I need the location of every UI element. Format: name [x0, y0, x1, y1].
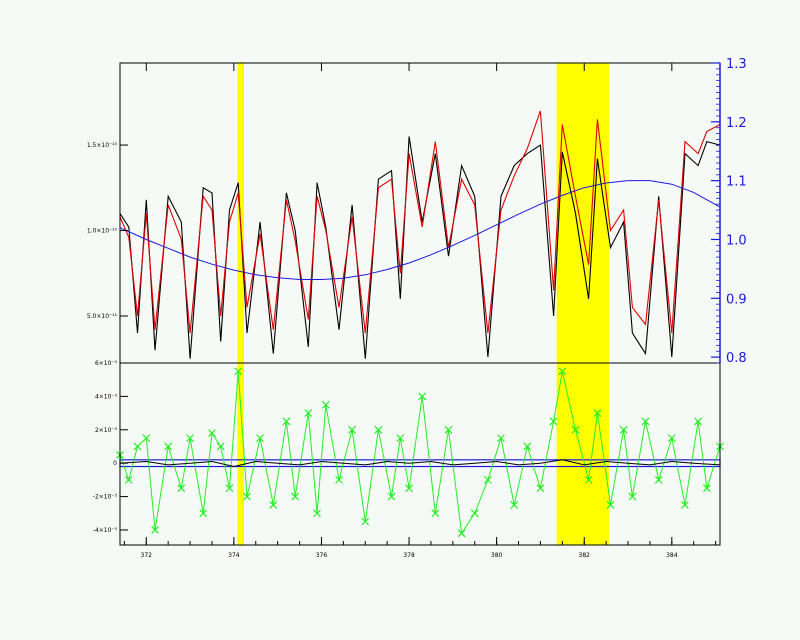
residual-point — [313, 509, 322, 518]
residual-point — [536, 484, 545, 493]
x-tick-label: 384 — [666, 552, 678, 559]
bottom-y-tick-label: -4×10⁻⁵ — [93, 527, 118, 534]
residual-point — [654, 475, 663, 484]
residual-point — [641, 417, 650, 426]
top-series-line-2 — [119, 110, 721, 334]
residual-point — [431, 509, 440, 518]
residual-point — [321, 400, 330, 409]
residual-point — [304, 409, 313, 418]
residual-point — [606, 501, 615, 509]
bottom-y-tick-label: 4×10⁻⁵ — [95, 393, 118, 400]
residual-point — [396, 434, 405, 443]
x-tick-label: 372 — [141, 552, 153, 559]
residual-point — [282, 417, 291, 426]
right-y-tick-label: 0.8 — [726, 351, 747, 366]
residual-point — [667, 434, 676, 443]
residual-point — [497, 434, 505, 443]
residual-point — [549, 417, 558, 426]
residual-model-line — [119, 459, 721, 468]
residual-point — [291, 492, 300, 501]
x-tick-label: 380 — [491, 552, 503, 559]
bottom-y-tick-label: 0 — [113, 460, 117, 467]
residual-point — [457, 529, 466, 538]
bottom-y-tick-label: -2×10⁻⁵ — [93, 494, 118, 501]
residual-point — [164, 442, 173, 451]
residual-point — [177, 484, 186, 493]
residual-point — [361, 517, 370, 526]
top-series-line-3 — [119, 180, 721, 280]
residual-point — [702, 484, 711, 493]
top-y-tick-label: 5.0×10⁻¹¹ — [87, 313, 118, 320]
top-y-tick-label: 1.5×10⁻¹⁰ — [87, 142, 118, 149]
residual-point — [199, 509, 208, 518]
residual-point — [558, 367, 567, 376]
residual-point — [335, 475, 343, 484]
bottom-y-tick-label: 6×10⁻⁵ — [95, 360, 118, 367]
residual-point — [523, 442, 532, 451]
residual-point — [470, 509, 479, 518]
residual-point — [387, 492, 396, 501]
residual-point — [216, 442, 225, 451]
residual-point — [269, 501, 278, 509]
residual-point — [483, 475, 492, 484]
residual-point — [142, 434, 151, 443]
right-y-tick-label: 1.1 — [726, 175, 747, 190]
right-y-tick-label: 1.0 — [726, 233, 747, 248]
residual-point — [151, 526, 159, 534]
x-tick-label: 378 — [403, 552, 415, 559]
residual-point — [593, 409, 602, 418]
residual-point — [681, 501, 689, 509]
residual-point — [225, 484, 234, 493]
highlight-band-bottom-2 — [556, 363, 610, 545]
bottom-y-tick-label: 2×10⁻⁵ — [95, 427, 118, 434]
residual-point — [444, 425, 453, 434]
residual-point — [628, 492, 637, 501]
x-tick-label: 376 — [316, 552, 328, 559]
right-y-tick-label: 1.2 — [726, 116, 747, 131]
highlight-band-top-1 — [237, 63, 244, 363]
residual-point — [243, 492, 251, 501]
x-tick-label: 374 — [228, 552, 240, 559]
highlight-band-bottom-1 — [237, 363, 244, 545]
top-series-line-1 — [119, 136, 721, 359]
highlight-band-top-2 — [556, 63, 610, 363]
residual-point — [374, 425, 383, 434]
residual-point — [133, 442, 142, 451]
residual-point — [418, 392, 427, 401]
residual-point — [256, 434, 265, 443]
right-y-tick-label: 1.3 — [726, 57, 747, 72]
residual-point — [208, 429, 216, 438]
x-tick-label: 382 — [579, 552, 591, 559]
residual-point — [124, 475, 133, 484]
residual-point — [186, 434, 194, 443]
right-y-tick-label: 0.9 — [726, 292, 747, 307]
residual-point — [619, 425, 628, 434]
residual-point — [348, 425, 357, 434]
residual-point — [510, 501, 519, 509]
residual-point — [694, 417, 703, 426]
residual-point — [405, 484, 413, 493]
bottom-panel-frame — [119, 362, 721, 546]
residual-point — [571, 425, 580, 434]
residual-point — [234, 367, 243, 376]
top-y-tick-label: 1.0×10⁻¹⁰ — [87, 228, 118, 235]
residual-point — [584, 475, 593, 484]
